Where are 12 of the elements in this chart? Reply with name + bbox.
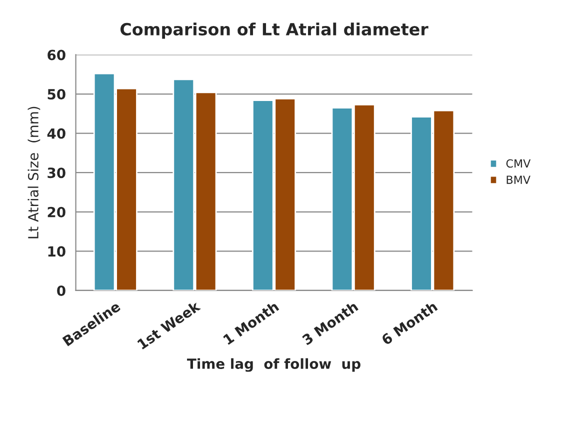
- y-tick-label: 0: [57, 285, 66, 296]
- y-tick-label: 10: [48, 246, 66, 257]
- y-tick-label: 40: [47, 128, 66, 139]
- legend-label: BMV: [506, 176, 530, 184]
- y-tick-label: 20: [48, 206, 66, 218]
- y-tick-label: 30: [48, 168, 66, 178]
- y-axis-title: Lt Atrial Size (mm): [28, 106, 40, 238]
- chart-title: Comparison of Lt Atrial diameter: [120, 22, 428, 39]
- x-axis-title: Time lag of follow up: [187, 358, 360, 372]
- legend-label: CMV: [506, 159, 531, 168]
- y-tick-label: 50: [48, 88, 66, 100]
- y-tick-label: 60: [48, 50, 66, 60]
